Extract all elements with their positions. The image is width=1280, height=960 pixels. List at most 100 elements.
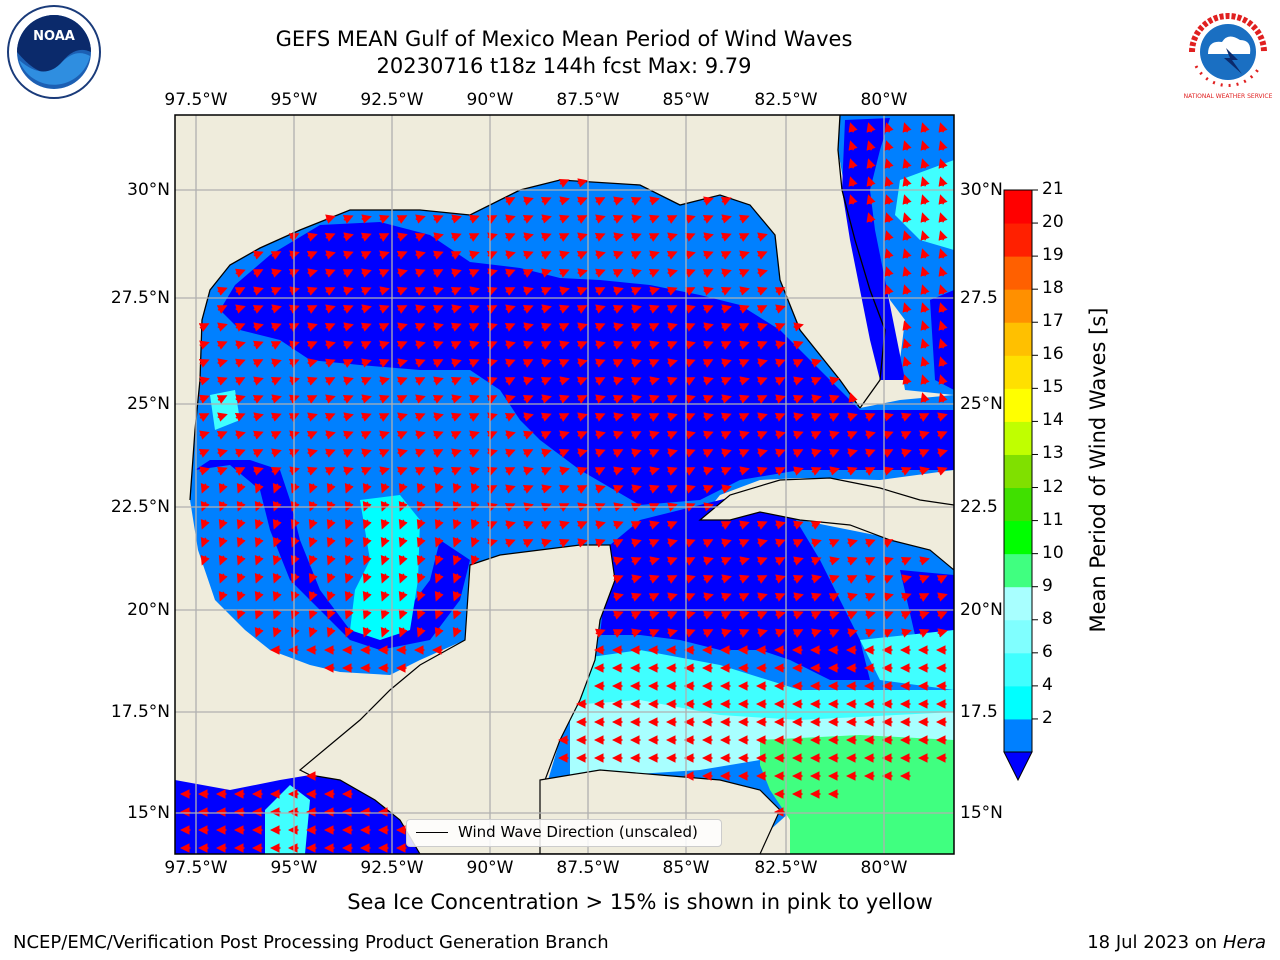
wind-wave-arrow: [270, 431, 282, 440]
wind-wave-arrow: [236, 536, 246, 548]
wind-wave-arrow: [702, 269, 714, 278]
wind-wave-arrow: [414, 358, 426, 368]
wind-wave-arrow: [469, 250, 480, 260]
wind-wave-arrow: [882, 430, 894, 440]
wind-wave-arrow: [864, 467, 876, 476]
wind-wave-arrow: [398, 518, 408, 530]
wind-wave-arrow: [938, 284, 948, 295]
wind-wave-arrow: [344, 518, 354, 530]
wind-wave-arrow: [792, 610, 804, 620]
wind-wave-arrow: [648, 359, 660, 368]
wind-wave-arrow: [380, 500, 390, 512]
wind-wave-arrow: [865, 610, 876, 620]
wind-wave-arrow: [919, 610, 930, 620]
wind-wave-arrow: [649, 286, 660, 296]
wind-wave-arrow: [540, 322, 552, 332]
wind-wave-arrow: [901, 628, 912, 638]
wind-wave-arrow: [595, 304, 606, 314]
wind-wave-arrow: [757, 232, 768, 242]
wind-wave-arrow: [270, 412, 282, 422]
wind-wave-arrow: [757, 628, 768, 638]
wind-wave-arrow: [938, 374, 948, 385]
wind-wave-arrow: [270, 287, 282, 296]
wind-wave-arrow: [900, 412, 912, 422]
wind-wave-arrow: [451, 304, 462, 314]
wind-wave-arrow: [936, 575, 948, 584]
wind-wave-arrow: [218, 518, 228, 530]
wind-wave-arrow: [451, 394, 462, 404]
wind-wave-arrow: [757, 592, 768, 602]
wind-wave-arrow: [234, 358, 246, 368]
wind-wave-arrow: [216, 466, 228, 476]
wind-wave-arrow: [505, 304, 516, 314]
wind-wave-arrow: [920, 194, 930, 205]
wind-wave-arrow: [326, 608, 336, 620]
colorbar-tick-label: 6: [1042, 641, 1053, 662]
wind-wave-arrow: [720, 322, 732, 332]
wind-wave-arrow: [828, 449, 840, 458]
colorbar-band: [1004, 454, 1032, 489]
wind-wave-arrow: [938, 248, 948, 259]
wind-wave-arrow: [577, 412, 588, 422]
wind-wave-arrow: [396, 286, 408, 296]
wind-wave-arrow: [306, 341, 318, 350]
wind-wave-arrow: [450, 412, 462, 422]
wind-wave-arrow: [432, 305, 444, 314]
wind-wave-arrow: [630, 377, 642, 386]
colorbar-tick-label: 2: [1042, 707, 1053, 728]
wind-wave-arrow: [432, 340, 444, 350]
wind-wave-arrow: [594, 197, 606, 206]
wind-wave-arrow: [594, 287, 606, 296]
wind-wave-arrow: [613, 376, 624, 386]
wind-wave-arrow: [720, 341, 732, 350]
wind-wave-arrow: [522, 430, 534, 440]
wind-wave-arrow: [468, 394, 480, 404]
wind-wave-arrow: [504, 323, 516, 332]
wind-wave-arrow: [380, 572, 390, 584]
wind-wave-arrow: [308, 554, 318, 566]
wind-wave-arrow: [866, 194, 876, 205]
wind-wave-arrow: [576, 196, 588, 206]
wind-wave-arrow: [468, 359, 480, 368]
wind-wave-arrow: [217, 358, 228, 368]
wind-wave-arrow: [828, 413, 840, 422]
colorbar-frame: [1003, 189, 1033, 753]
wind-wave-arrow: [470, 536, 480, 548]
wind-wave-arrow: [630, 322, 642, 332]
wind-wave-arrow: [685, 214, 696, 224]
wind-wave-arrow: [811, 358, 822, 368]
wind-wave-arrow: [811, 394, 822, 404]
wind-wave-arrow: [576, 341, 588, 350]
wind-wave-arrow: [270, 251, 282, 260]
wind-wave-arrow: [360, 232, 372, 242]
lon-tick-bottom: 95°W: [270, 858, 318, 878]
legend-line-swatch: [416, 832, 448, 833]
wind-wave-arrow: [343, 322, 354, 332]
wind-wave-arrow: [558, 233, 570, 242]
wind-wave-arrow: [325, 430, 336, 440]
florida-east-coast: [837, 115, 886, 409]
wind-wave-arrow: [649, 250, 660, 260]
nws-logo: NATIONAL WEATHER SERVICE: [1178, 4, 1278, 100]
wind-wave-arrow: [848, 158, 858, 169]
wind-wave-arrow: [721, 574, 732, 584]
wind-wave-arrow: [739, 376, 750, 386]
wind-wave-arrow: [577, 448, 588, 458]
wind-wave-arrow: [829, 610, 840, 620]
wind-wave-arrow: [200, 500, 210, 512]
wind-wave-arrow: [631, 304, 642, 314]
wind-wave-arrow: [613, 286, 624, 296]
wind-wave-arrow: [486, 305, 498, 314]
sea-ice-note: Sea Ice Concentration > 15% is shown in …: [347, 890, 933, 914]
wind-wave-arrow: [774, 413, 786, 422]
wind-wave-arrow: [631, 484, 642, 494]
wind-wave-arrow: [666, 305, 678, 314]
wind-wave-arrow: [649, 556, 660, 566]
wind-wave-arrow: [684, 358, 696, 368]
wind-wave-arrow: [272, 626, 282, 638]
wind-wave-arrow: [306, 395, 318, 404]
wind-wave-arrow: [307, 412, 318, 422]
wind-wave-arrow: [199, 340, 210, 350]
wind-wave-arrow: [218, 554, 228, 566]
wind-wave-arrow: [270, 322, 282, 332]
